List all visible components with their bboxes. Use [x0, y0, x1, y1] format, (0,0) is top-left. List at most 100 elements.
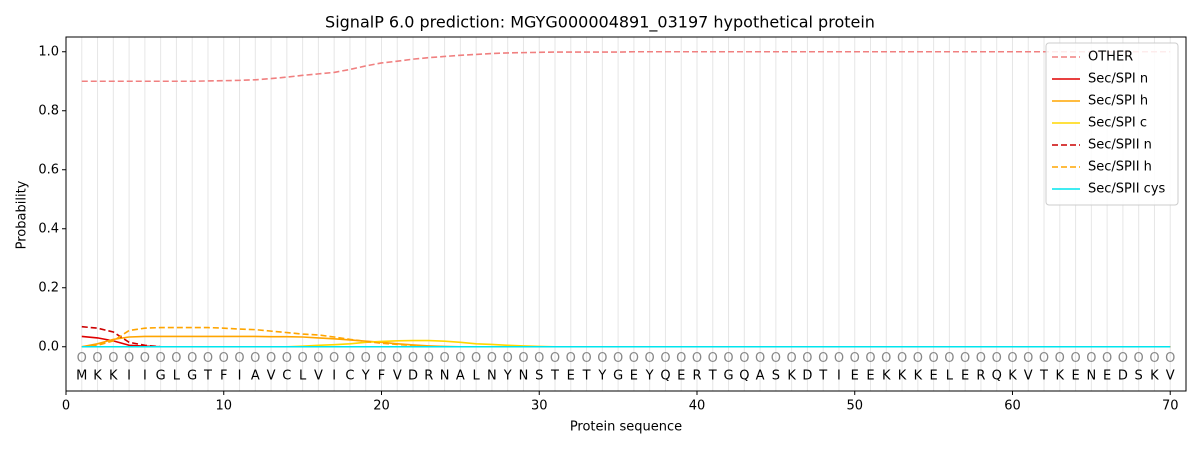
- state-label: O: [960, 351, 970, 366]
- state-label: O: [944, 351, 954, 366]
- residue-label: K: [1008, 369, 1017, 384]
- state-label: O: [976, 351, 986, 366]
- residue-label: T: [550, 369, 559, 384]
- x-tick-label: 70: [1162, 399, 1179, 414]
- x-tick-label: 60: [1004, 399, 1021, 414]
- state-label: O: [897, 351, 907, 366]
- residue-label: K: [109, 369, 118, 384]
- state-label: O: [171, 351, 181, 366]
- state-label: O: [550, 351, 560, 366]
- residue-label: K: [787, 369, 796, 384]
- residue-label: N: [487, 369, 497, 384]
- residue-label: I: [837, 369, 841, 384]
- state-label: O: [1134, 351, 1144, 366]
- residue-label: K: [1056, 369, 1065, 384]
- state-label: O: [566, 351, 576, 366]
- residue-label: K: [93, 369, 102, 384]
- residue-label: E: [1103, 369, 1111, 384]
- residue-label: G: [156, 369, 166, 384]
- legend-label: Sec/SPII h: [1088, 160, 1152, 175]
- x-tick-label: 40: [689, 399, 706, 414]
- series-line: [81, 339, 1171, 348]
- residue-label: F: [378, 369, 385, 384]
- residue-label: Y: [597, 369, 606, 384]
- residue-label: L: [946, 369, 954, 384]
- residue-label: N: [519, 369, 529, 384]
- legend-box: [1045, 42, 1179, 206]
- state-label: O: [818, 351, 828, 366]
- state-label: O: [1118, 351, 1128, 366]
- residue-label: T: [1039, 369, 1048, 384]
- state-label: O: [802, 351, 812, 366]
- legend-label: Sec/SPI n: [1088, 72, 1148, 87]
- state-label: O: [629, 351, 639, 366]
- state-label: O: [1070, 351, 1080, 366]
- state-label: O: [787, 351, 797, 366]
- state-label: O: [187, 351, 197, 366]
- x-tick-label: 0: [62, 399, 70, 414]
- residue-label: T: [203, 369, 212, 384]
- residue-label: V: [1024, 369, 1033, 384]
- state-label: O: [645, 351, 655, 366]
- state-label: O: [771, 351, 781, 366]
- y-axis-label: Probability: [15, 180, 30, 249]
- state-label: O: [1023, 351, 1033, 366]
- residue-label: I: [127, 369, 131, 384]
- state-label: O: [329, 351, 339, 366]
- state-label: O: [1055, 351, 1065, 366]
- residue-label: C: [345, 369, 354, 384]
- state-label: O: [723, 351, 733, 366]
- state-label: O: [597, 351, 607, 366]
- x-axis-label: Protein sequence: [570, 420, 682, 435]
- residue-label: E: [961, 369, 969, 384]
- residue-label: A: [456, 369, 465, 384]
- residue-label: D: [408, 369, 418, 384]
- legend-label: Sec/SPI c: [1088, 116, 1147, 131]
- residue-label: T: [582, 369, 591, 384]
- legend-label: Sec/SPII cys: [1088, 182, 1166, 197]
- state-label: O: [361, 351, 371, 366]
- residue-label: R: [692, 369, 701, 384]
- x-tick-label: 30: [531, 399, 548, 414]
- residue-label: N: [440, 369, 450, 384]
- state-label: O: [913, 351, 923, 366]
- residue-label: L: [173, 369, 181, 384]
- residue-label: R: [976, 369, 985, 384]
- residue-label: F: [220, 369, 227, 384]
- residue-label: Q: [660, 369, 670, 384]
- state-label: O: [518, 351, 528, 366]
- legend-label: Sec/SPI h: [1088, 94, 1148, 109]
- state-label: O: [77, 351, 87, 366]
- residue-label: E: [866, 369, 874, 384]
- residue-label: N: [1086, 369, 1096, 384]
- y-tick-label: 1.0: [38, 44, 59, 59]
- state-label: O: [755, 351, 765, 366]
- series-line: [81, 335, 1171, 348]
- residue-label: V: [1166, 369, 1175, 384]
- state-label: O: [487, 351, 497, 366]
- state-label: O: [408, 351, 418, 366]
- x-tick-label: 50: [846, 399, 863, 414]
- state-label: O: [1007, 351, 1017, 366]
- residue-label: I: [238, 369, 242, 384]
- residue-label: Q: [992, 369, 1002, 384]
- residue-label: S: [535, 369, 543, 384]
- residue-label: M: [76, 369, 87, 384]
- residue-label: G: [723, 369, 733, 384]
- residue-label: Y: [645, 369, 654, 384]
- residue-label: L: [473, 369, 481, 384]
- state-label: O: [108, 351, 118, 366]
- residue-label: C: [282, 369, 291, 384]
- residue-label: Y: [361, 369, 370, 384]
- residue-label: V: [314, 369, 323, 384]
- y-tick-label: 0.6: [38, 162, 59, 177]
- residue-label: G: [187, 369, 197, 384]
- state-label: O: [250, 351, 260, 366]
- residue-label: R: [424, 369, 433, 384]
- state-label: O: [708, 351, 718, 366]
- state-label: O: [471, 351, 481, 366]
- residue-label: A: [756, 369, 765, 384]
- state-label: O: [439, 351, 449, 366]
- residue-label: Y: [503, 369, 512, 384]
- y-tick-label: 0.2: [38, 280, 59, 295]
